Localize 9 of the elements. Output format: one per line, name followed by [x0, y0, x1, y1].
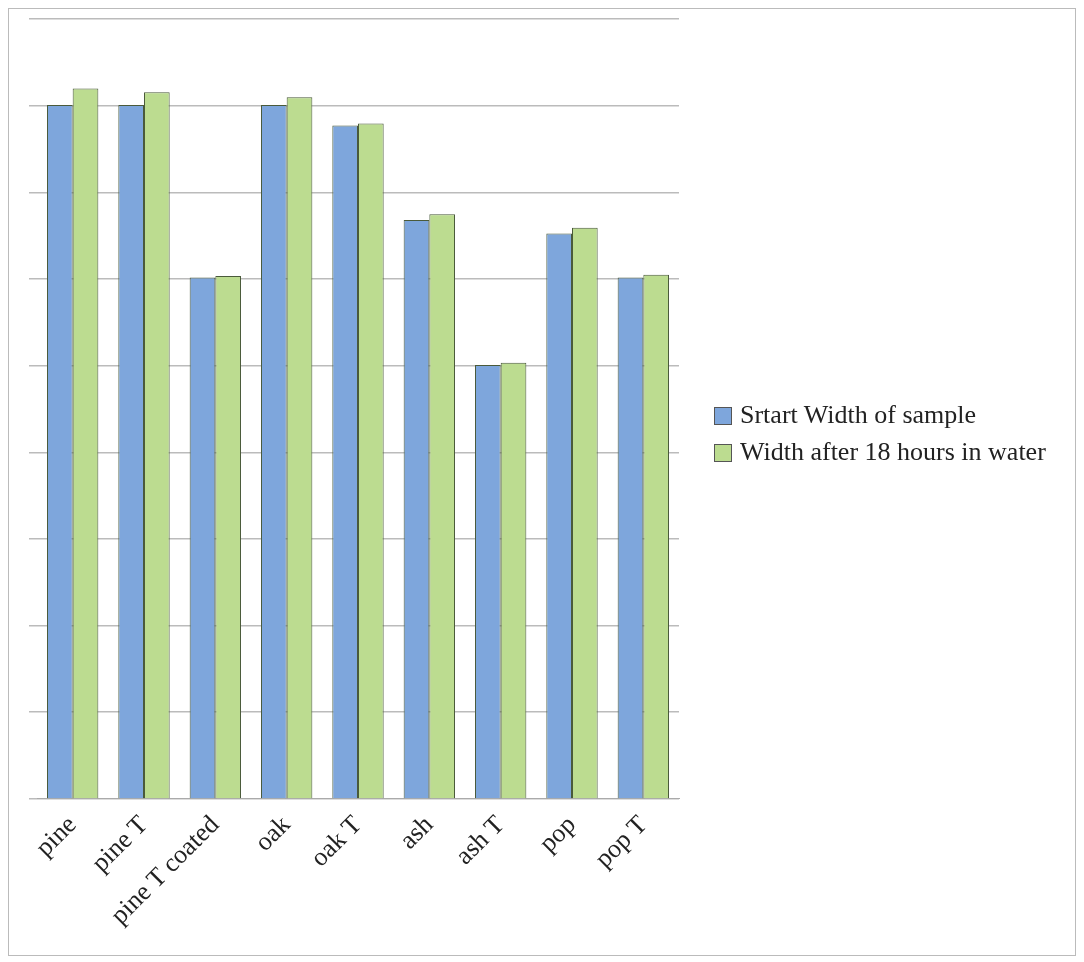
x-tick-label: ash T	[449, 809, 510, 870]
x-tick-label: oak T	[304, 809, 368, 873]
legend-label: Width after 18 hours in water	[740, 435, 1046, 468]
x-tick-label: pop	[532, 809, 582, 858]
x-tick-label: pop T	[588, 809, 653, 874]
x-tick-label: pine	[29, 809, 82, 862]
x-tick-label: oak	[248, 809, 296, 857]
x-tick-label: ash	[393, 809, 439, 855]
legend-label: Srtart Width of sample	[740, 399, 977, 431]
